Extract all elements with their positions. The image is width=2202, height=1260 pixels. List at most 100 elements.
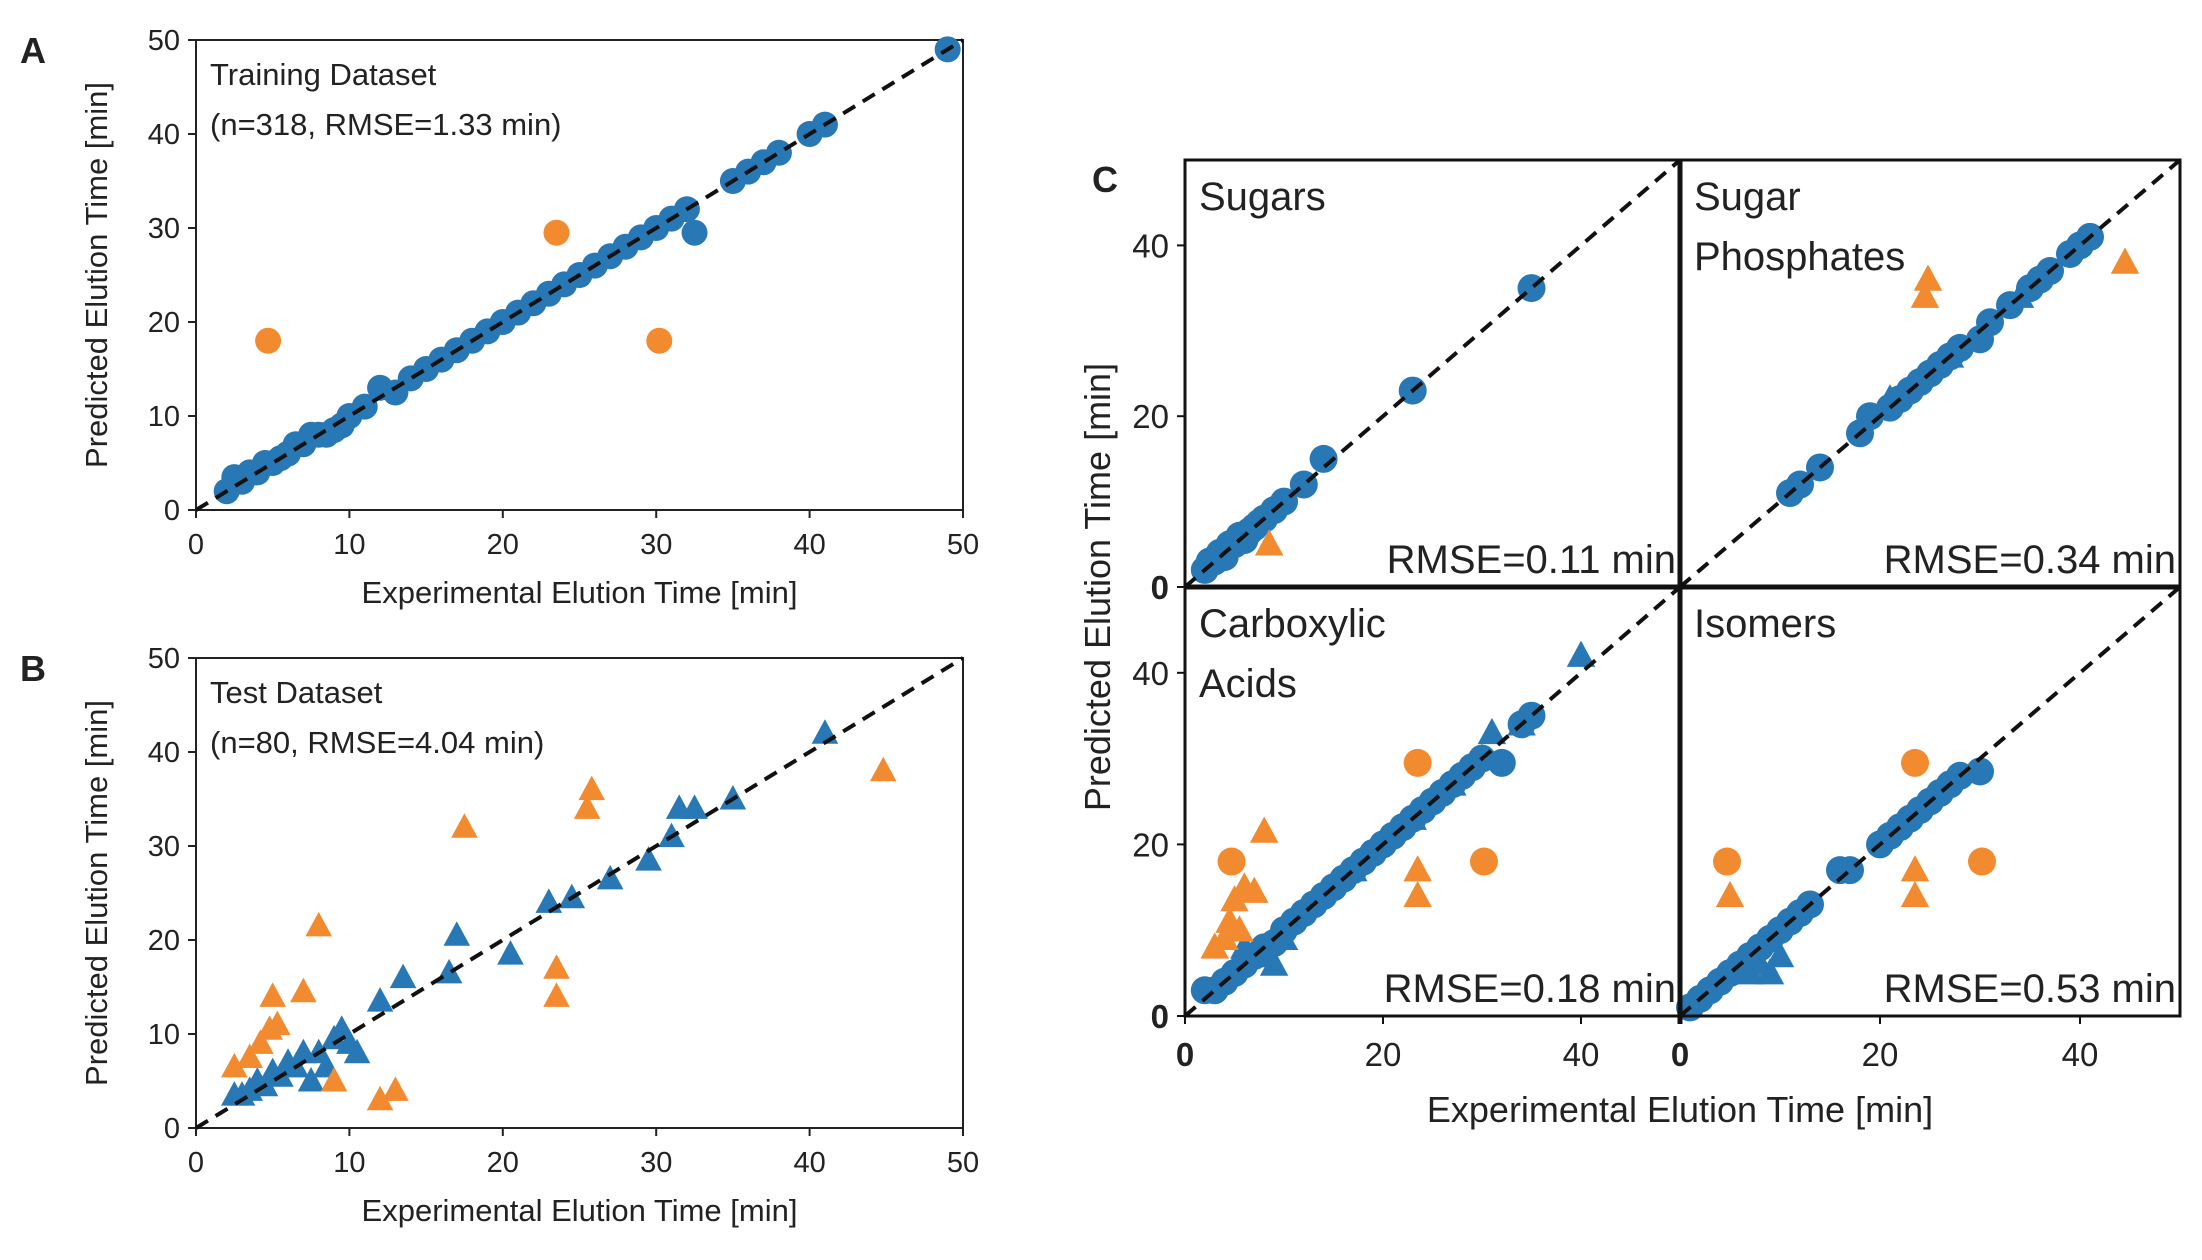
y-tick-label: 20 <box>1132 398 1169 435</box>
panel-b-marker-triangle <box>869 756 897 782</box>
subplot-c3-series-outliers-circle <box>1217 748 1498 876</box>
x-tick-label: 30 <box>640 1147 672 1179</box>
subplot-c3-marker-triangle <box>1403 855 1432 882</box>
panel-label: B <box>20 648 46 689</box>
panel-b-marker-triangle <box>596 864 624 890</box>
x-tick-label: 40 <box>2062 1036 2099 1073</box>
diagonal-reference-line <box>194 656 965 1130</box>
subplot-c2-marker-triangle <box>1910 281 1940 308</box>
plot-frame <box>195 39 964 511</box>
x-tick-label: 40 <box>793 529 825 561</box>
panel-label: C <box>1092 159 1118 200</box>
panel-b-series-predicted <box>221 719 839 1106</box>
panel-b-marker-triangle <box>366 1085 394 1111</box>
x-axis-label: Experimental Elution Time [min] <box>362 1193 798 1228</box>
subplot-c4-marker-triangle <box>1900 880 1930 908</box>
subplot-c3-marker-circle <box>1403 748 1432 777</box>
category-label: Sugars <box>1199 175 1326 219</box>
subplot-c3-marker-circle <box>1217 847 1246 876</box>
x-tick-label: 0 <box>1176 1036 1194 1073</box>
x-tick-label: 20 <box>1862 1036 1899 1073</box>
y-tick-label: 0 <box>164 1113 180 1145</box>
x-tick-label: 10 <box>333 1147 365 1179</box>
panel-b-marker-triangle <box>343 1038 371 1064</box>
x-tick-label: 50 <box>947 529 979 561</box>
panel-b-series-outliers <box>221 756 897 1111</box>
rmse-label: RMSE=0.34 min <box>1884 538 2176 582</box>
subplot-c4-marker-triangle <box>1715 880 1745 908</box>
y-tick-label: 20 <box>1132 826 1169 863</box>
subplot-c4-marker-circle <box>1968 847 1996 876</box>
y-tick-label: 40 <box>1132 655 1169 692</box>
x-tick-label: 40 <box>1563 1036 1600 1073</box>
category-label: Acids <box>1199 662 1297 706</box>
subplot-c1-marker-circle <box>1309 444 1338 473</box>
subplot-c3-marker-triangle <box>1230 932 1259 959</box>
panel-label: A <box>20 30 46 71</box>
panel-b-marker-triangle <box>221 1052 248 1078</box>
subplot-c4-series-predicted-tri <box>1735 940 1795 985</box>
dataset-annotation: (n=318, RMSE=1.33 min) <box>210 107 562 142</box>
x-axis-label: Experimental Elution Time [min] <box>362 575 798 610</box>
diagonal-reference-line <box>194 38 965 512</box>
rmse-label: RMSE=0.18 min <box>1384 967 1676 1011</box>
panel-b-marker-triangle <box>535 888 563 913</box>
panel-b-marker-triangle <box>811 719 839 744</box>
subplot-c4-marker-triangle <box>1755 958 1785 985</box>
panel-b: 0 10 20 30 40 50 0 10 20 30 40 50 Experimental Eluti… <box>20 643 979 1228</box>
panel-b-marker-triangle <box>635 846 662 871</box>
panel-b-marker-triangle <box>578 775 606 801</box>
panel-a: 0 10 20 30 40 50 0 10 20 30 40 50 Experimental Eluti… <box>20 25 979 610</box>
subplot-c3-marker-triangle <box>1240 876 1269 903</box>
subplot-c3-marker-circle <box>1487 748 1516 777</box>
rmse-label: RMSE=0.53 min <box>1884 967 2176 1011</box>
category-label: Carboxylic <box>1199 602 1386 646</box>
y-tick-label: 40 <box>148 119 180 151</box>
y-axis-label: Predicted Elution Time [min] <box>1077 363 1118 811</box>
y-tick-label: 10 <box>148 401 180 433</box>
subplot-c1-series-outliers <box>1254 529 1284 556</box>
panel-b-marker-triangle <box>320 1067 348 1092</box>
subplot-c1-marker-triangle <box>1254 529 1284 556</box>
y-tick-label: 0 <box>1151 569 1169 606</box>
y-tick-label: 10 <box>148 1019 180 1051</box>
x-tick-label: 20 <box>487 1147 519 1179</box>
panel-b-marker-triangle <box>264 1010 291 1036</box>
x-tick-label: 0 <box>188 1147 204 1179</box>
subplot-c3-marker-triangle <box>1403 880 1432 908</box>
x-axis-label: Experimental Elution Time [min] <box>1427 1089 1933 1130</box>
subplot-c3-marker-triangle <box>1566 640 1596 667</box>
y-tick-label: 40 <box>1132 227 1169 264</box>
panel-b-marker-triangle <box>305 911 333 937</box>
panel-b-marker-triangle <box>259 982 286 1007</box>
subplot-c3-marker-triangle <box>1249 816 1279 843</box>
subplot-c2-marker-triangle <box>1913 264 1943 291</box>
panel-a-series-outliers <box>255 219 673 354</box>
panel-b-marker-triangle <box>247 1029 274 1054</box>
panel-c: C Sugars RMSE=0.11 min Sugar Phosphates RMSE=… <box>1077 158 2182 1130</box>
x-tick-label: 0 <box>1671 1036 1689 1073</box>
category-label: Phosphates <box>1694 235 1905 279</box>
diagonal-reference-line <box>1678 585 2182 1018</box>
subplot-c4-marker-circle <box>1901 748 1929 777</box>
x-tick-label: 20 <box>487 529 519 561</box>
dataset-annotation: (n=80, RMSE=4.04 min) <box>210 725 544 760</box>
x-tick-label: 20 <box>1365 1036 1402 1073</box>
panel-a-marker-circle <box>681 219 708 246</box>
panel-b-marker-triangle <box>681 794 708 819</box>
subplot-c4: Isomers RMSE=0.53 min <box>1676 585 2182 1022</box>
subplot-c3: Carboxylic Acids RMSE=0.18 min <box>1183 585 1682 1018</box>
category-label: Sugar <box>1694 175 1801 219</box>
x-tick-label: 10 <box>333 529 365 561</box>
subplot-c2-series-outliers <box>1910 247 2140 308</box>
dataset-annotation: Test Dataset <box>210 675 383 710</box>
panel-b-marker-triangle <box>573 794 601 819</box>
panel-a-marker-circle <box>255 327 282 354</box>
panel-b-marker-triangle <box>451 813 478 838</box>
panel-b-marker-triangle <box>543 982 570 1007</box>
subplot-c1: Sugars RMSE=0.11 min <box>1183 158 1682 589</box>
subplot-c3-marker-triangle <box>1225 915 1254 942</box>
panel-b-marker-triangle <box>290 977 317 1003</box>
y-tick-label: 40 <box>148 737 180 769</box>
